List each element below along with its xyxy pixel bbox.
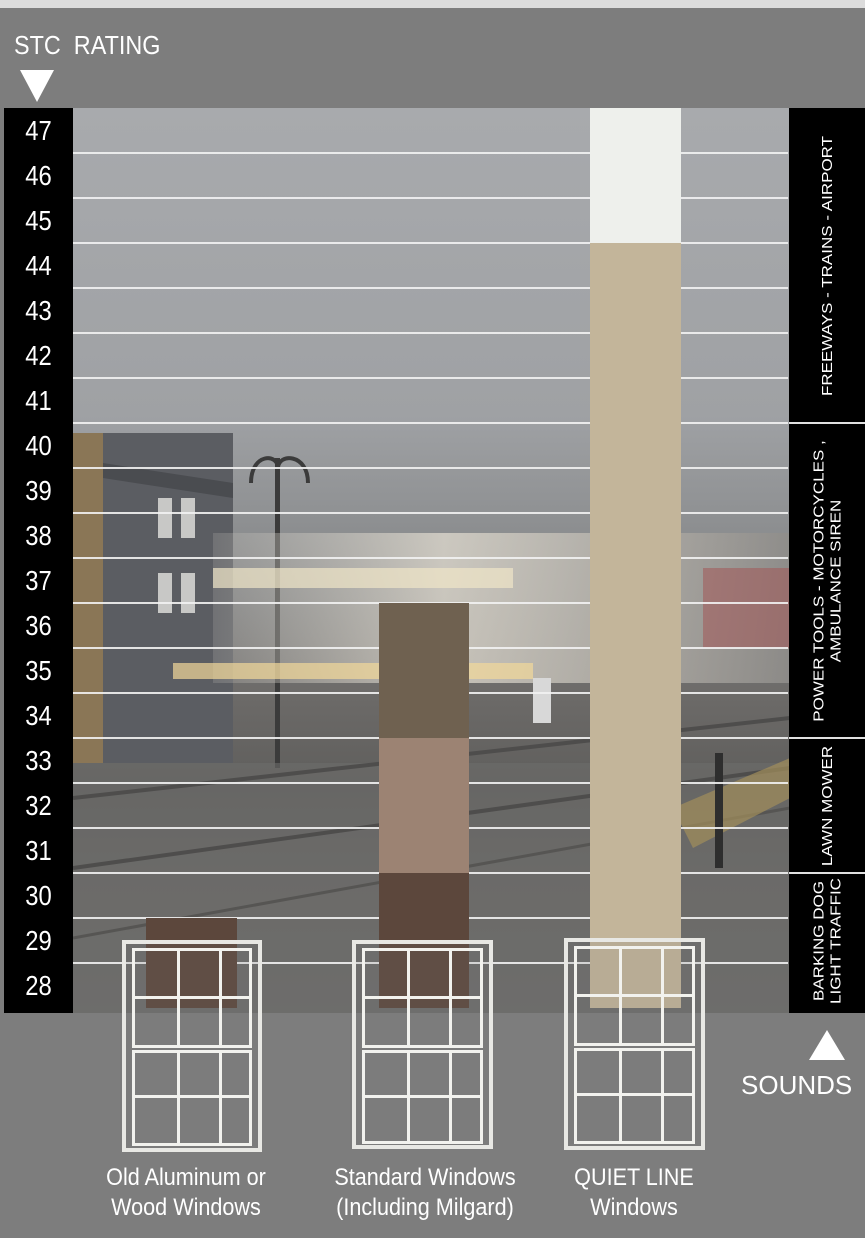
category-label-line: Old Aluminum or — [106, 1164, 266, 1191]
quiet-line-window-illustration — [564, 938, 705, 1150]
y-tick-label: 30 — [25, 880, 52, 911]
sound-range-label: BARKING DOG LIGHT TRAFFIC — [795, 873, 860, 1008]
gridline — [73, 332, 788, 334]
sound-range-label: LAWN MOWER — [795, 738, 860, 873]
bar-segment — [590, 243, 681, 1008]
y-tick-label: 36 — [25, 610, 52, 641]
category-label-line: Wood Windows — [111, 1194, 261, 1221]
stc-scale — [4, 108, 73, 1013]
bar-segment — [379, 603, 469, 738]
sound-range-divider — [789, 737, 865, 739]
y-tick-label: 31 — [25, 835, 52, 866]
sounds-label: SOUNDS — [741, 1070, 853, 1100]
y-tick-label: 33 — [25, 745, 52, 776]
y-tick-label: 44 — [25, 250, 52, 281]
gridline — [73, 197, 788, 199]
sound-range-line: AMBULANCE SIREN — [827, 499, 844, 662]
category-label-line: Standard Windows — [334, 1164, 516, 1191]
up-arrow-icon — [809, 1030, 845, 1060]
category-label-line: Windows — [590, 1194, 678, 1221]
sound-range-line: BARKING DOG — [810, 880, 827, 1001]
category-label-line: QUIET LINE — [574, 1164, 694, 1191]
sound-range-divider — [789, 422, 865, 424]
y-tick-label: 35 — [25, 655, 52, 686]
y-tick-label: 43 — [25, 295, 52, 326]
category-label: Standard Windows (Including Milgard) — [326, 1163, 524, 1223]
y-tick-label: 45 — [25, 205, 52, 236]
down-arrow-icon — [20, 70, 54, 102]
y-tick-label: 42 — [25, 340, 52, 371]
y-tick-label: 39 — [25, 475, 52, 506]
gridline — [73, 467, 788, 469]
sounds-panel — [789, 108, 865, 1013]
y-tick-label: 28 — [25, 970, 52, 1001]
gridline — [73, 422, 788, 424]
y-tick-label: 47 — [25, 115, 52, 146]
y-tick-label: 29 — [25, 925, 52, 956]
gridline — [73, 512, 788, 514]
sound-range-line: POWER TOOLS - MOTORCYCLES , — [810, 439, 827, 722]
y-tick-label: 38 — [25, 520, 52, 551]
standard-window-illustration — [352, 940, 493, 1149]
sound-range-line: LIGHT TRAFFIC — [827, 877, 844, 1004]
y-tick-label: 41 — [25, 385, 52, 416]
sound-range-label: POWER TOOLS - MOTORCYCLES , AMBULANCE SIR… — [795, 423, 860, 738]
y-tick-label: 34 — [25, 700, 52, 731]
gridline — [73, 242, 788, 244]
old-window-illustration — [122, 940, 262, 1152]
gridline — [73, 377, 788, 379]
sound-range-label: FREEWAYS - TRAINS - AIRPORT — [795, 108, 860, 423]
y-tick-label: 37 — [25, 565, 52, 596]
y-tick-label: 46 — [25, 160, 52, 191]
y-tick-label: 32 — [25, 790, 52, 821]
bar-segment — [379, 738, 469, 873]
category-label: Old Aluminum or Wood Windows — [87, 1163, 285, 1223]
gridline — [73, 287, 788, 289]
gridline — [73, 557, 788, 559]
sound-range-line: FREEWAYS - TRAINS - AIRPORT — [818, 135, 835, 396]
category-label-line: (Including Milgard) — [336, 1194, 514, 1221]
category-label: QUIET LINE Windows — [535, 1163, 733, 1223]
sound-range-divider — [789, 872, 865, 874]
axis-title: STC RATING — [14, 30, 161, 60]
gridline — [73, 152, 788, 154]
y-tick-label: 40 — [25, 430, 52, 461]
sound-range-line: LAWN MOWER — [818, 745, 835, 866]
bar-segment — [590, 108, 681, 243]
